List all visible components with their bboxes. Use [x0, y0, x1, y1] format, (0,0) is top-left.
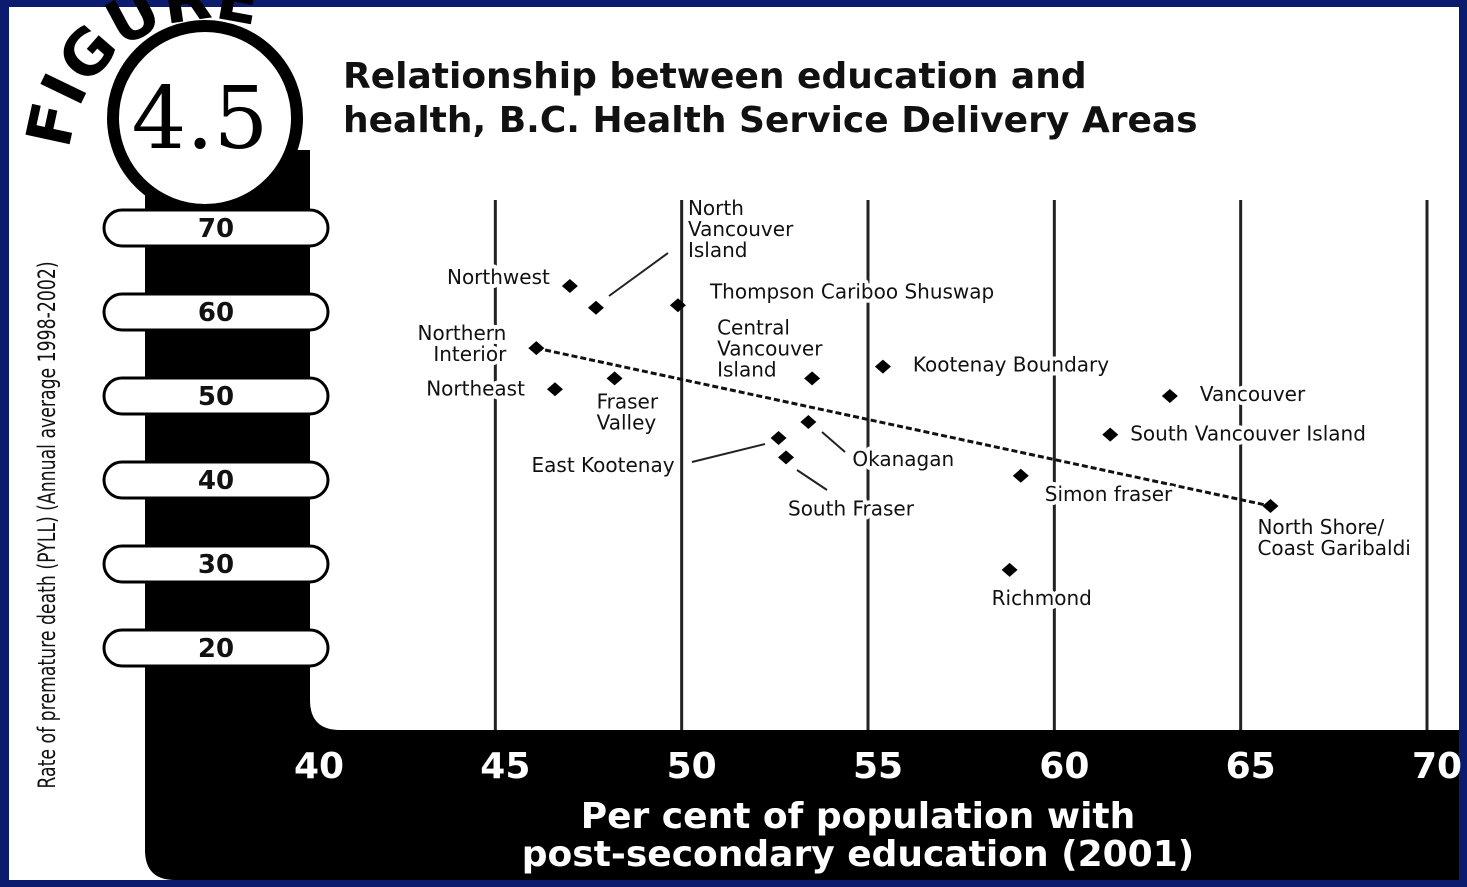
- x-axis-label: Per cent of population with: [581, 796, 1136, 837]
- point-label: Kootenay Boundary: [913, 353, 1109, 377]
- leader-line: [821, 431, 846, 453]
- y-axis-label: Rate of premature death (PYLL) (Annual a…: [33, 261, 61, 788]
- point-label-line: Vancouver: [717, 336, 823, 360]
- y-tick-pill: [102, 544, 330, 584]
- x-tick-label: 65: [1226, 746, 1276, 787]
- point: [804, 371, 821, 386]
- y-tick-label: 40: [198, 466, 234, 496]
- point-label-line: Thompson Cariboo Shuswap: [709, 279, 994, 303]
- point-label-line: Island: [688, 238, 748, 262]
- leader-line: [608, 252, 669, 297]
- point-label-line: Interior: [433, 342, 507, 366]
- y-tick-label: 20: [198, 634, 234, 664]
- point-label-line: North Shore/: [1257, 515, 1384, 539]
- chart-title: Relationship between education and: [343, 56, 1087, 97]
- point: [1102, 427, 1119, 442]
- point-label-line: Central: [717, 315, 790, 339]
- point-label-line: Vancouver: [688, 217, 794, 241]
- point-label-line: Valley: [597, 410, 657, 434]
- point-label: Thompson Cariboo Shuswap: [709, 279, 994, 303]
- point: [1001, 562, 1018, 577]
- leader-line: [796, 469, 828, 491]
- point-label: Northwest: [447, 265, 550, 289]
- x-tick-label: 70: [1412, 746, 1462, 787]
- point-label-line: Vancouver: [1200, 382, 1306, 406]
- y-tick-pill: [102, 628, 330, 668]
- trend-line: [536, 346, 1271, 508]
- point-label-line: North: [688, 196, 744, 220]
- point: [587, 300, 604, 315]
- point: [528, 341, 545, 356]
- point-label: North Vancouver Island: [688, 196, 794, 262]
- point-label: North Shore/Coast Garibaldi: [1257, 515, 1410, 560]
- point-label: South Vancouver Island: [1130, 422, 1366, 446]
- point: [778, 450, 795, 465]
- point-label: Richmond: [992, 586, 1092, 610]
- point-label: Northern Interior: [418, 321, 508, 366]
- point-label-line: Northern: [418, 321, 507, 345]
- point-label: East Kootenay: [532, 453, 675, 477]
- point-label-line: Island: [717, 357, 777, 381]
- y-tick-label: 70: [198, 214, 234, 244]
- figure-number: 4.5: [132, 69, 269, 169]
- y-tick-pill: [102, 208, 330, 248]
- point-label: Northeast: [426, 376, 525, 400]
- point-label-line: Simon fraser: [1045, 482, 1173, 506]
- point-label-line: Northeast: [426, 376, 525, 400]
- x-tick-label: 40: [294, 746, 344, 787]
- point-label: Okanagan: [852, 447, 954, 471]
- point: [546, 382, 563, 397]
- grid: [493, 200, 1429, 730]
- point-label-line: Northwest: [447, 265, 550, 289]
- y-tick-pill: [102, 292, 330, 332]
- x-axis-label: post-secondary education (2001): [522, 834, 1194, 875]
- y-tick-pill: [102, 376, 330, 416]
- leader-lines: [608, 252, 846, 491]
- point: [1161, 389, 1178, 403]
- point-label: South Fraser: [788, 496, 915, 520]
- point: [874, 359, 891, 374]
- leader-line: [691, 443, 766, 463]
- y-tick-label: 30: [198, 550, 234, 580]
- point-label: Central Vancouver Island: [717, 315, 823, 381]
- y-tick-pill: [102, 460, 330, 500]
- point: [1012, 468, 1029, 483]
- point: [1262, 499, 1279, 514]
- y-tick-label: 60: [198, 298, 234, 328]
- point-label-line: Richmond: [992, 586, 1092, 610]
- point-label-line: Okanagan: [852, 447, 954, 471]
- point: [561, 278, 578, 293]
- point: [669, 298, 686, 313]
- point-label: Fraser Valley: [597, 389, 659, 434]
- point: [800, 415, 817, 430]
- point: [770, 431, 787, 445]
- point-label-line: Kootenay Boundary: [913, 353, 1109, 377]
- x-tick-label: 50: [667, 746, 717, 787]
- chart-title: health, B.C. Health Service Delivery Are…: [343, 100, 1198, 141]
- point-label: Vancouver: [1200, 382, 1306, 406]
- point-label-line: South Fraser: [788, 496, 915, 520]
- point-label-line: East Kootenay: [532, 453, 675, 477]
- point: [606, 371, 623, 386]
- point-label: Simon fraser: [1045, 482, 1173, 506]
- point-label-line: Coast Garibaldi: [1257, 536, 1410, 560]
- x-tick-label: 55: [853, 746, 903, 787]
- point-label-line: South Vancouver Island: [1130, 422, 1366, 446]
- y-tick-label: 50: [198, 382, 234, 412]
- point-label-line: Fraser: [597, 389, 659, 413]
- x-tick-label: 45: [480, 746, 530, 787]
- x-tick-label: 60: [1039, 746, 1089, 787]
